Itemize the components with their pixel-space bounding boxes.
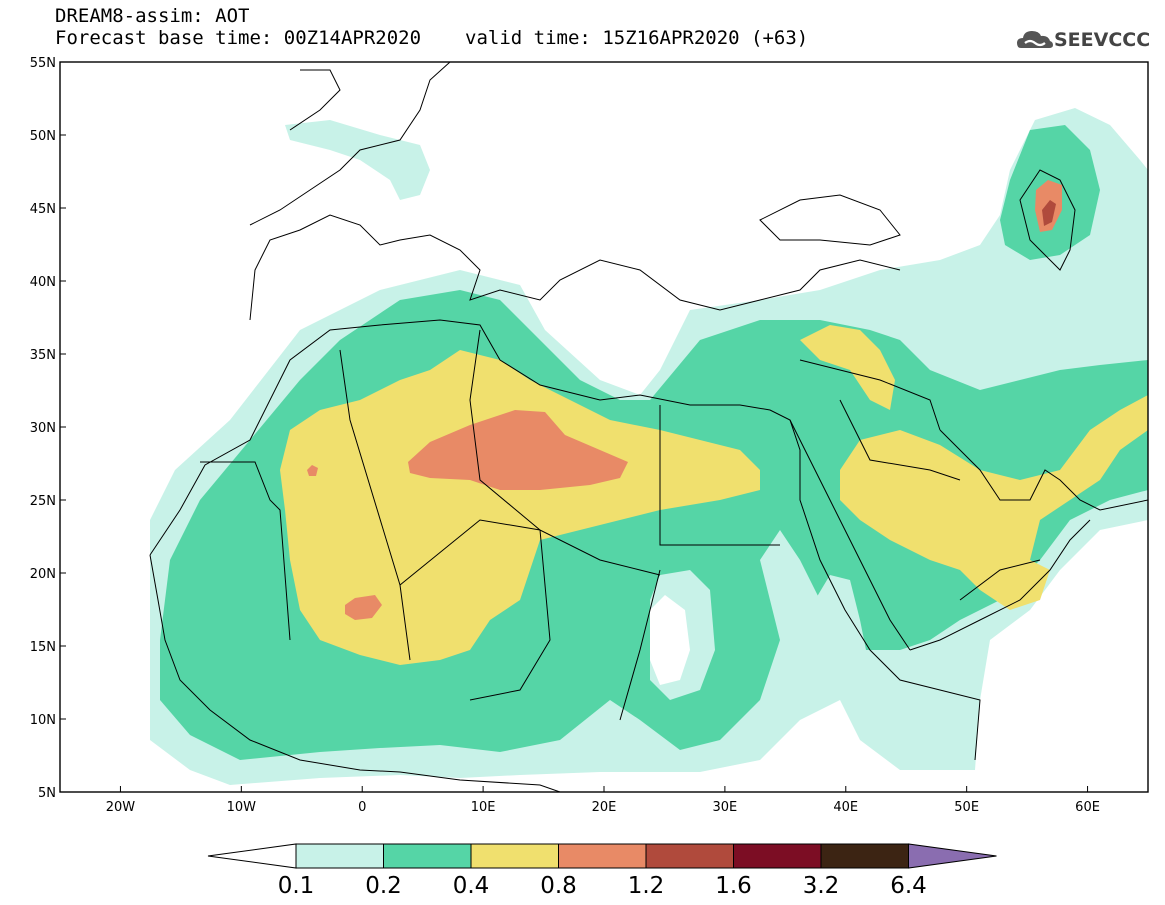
coastlines <box>149 62 1148 792</box>
lat-tick-label: 10N <box>30 713 56 728</box>
colorbar-label: 0.8 <box>540 873 577 899</box>
colorbar: 0.1 0.2 0.4 0.8 1.2 1.6 3.2 6.4 <box>207 843 997 899</box>
colorbar-swatch <box>820 843 909 869</box>
lon-tick-label: 20E <box>592 800 617 815</box>
aot-level-0.8-morocco <box>307 465 318 476</box>
lat-tick-label: 45N <box>30 202 56 217</box>
lon-tick-label: 50E <box>954 800 979 815</box>
colorbar-label: 1.2 <box>628 873 665 899</box>
lat-tick-label: 55N <box>30 56 56 71</box>
coastline-arabia-south <box>909 519 1091 651</box>
lat-tick-label: 5N <box>38 786 56 801</box>
lon-tick-label: 10E <box>471 800 496 815</box>
coastline-europe <box>249 214 901 321</box>
colorbar-swatch <box>558 843 647 869</box>
aot-gap-east-africa-inner <box>650 595 690 685</box>
aot-gap-red-sea <box>815 575 870 700</box>
lat-tick-label: 20N <box>30 567 56 582</box>
lat-tick-label: 30N <box>30 421 56 436</box>
coastline-north-africa <box>149 319 981 761</box>
lon-tick-label: 40E <box>833 800 858 815</box>
aot-level-1.2-caspian <box>1042 200 1056 226</box>
colorbar-swatch <box>383 843 472 869</box>
coastline-gulf <box>939 429 1148 511</box>
base-time: Forecast base time: 00Z14APR2020 <box>55 27 422 49</box>
aot-field <box>150 108 1148 785</box>
lat-tick-label: 25N <box>30 494 56 509</box>
lon-tick-label: 30E <box>713 800 738 815</box>
latitude-axis: 55N 50N 45N 40N 35N 30N 25N 20N 15N 10N 5N <box>30 56 66 801</box>
lon-tick-label: 20W <box>106 800 136 815</box>
colorbar-swatch <box>470 843 559 869</box>
colorbar-under-arrow <box>207 843 297 869</box>
colorbar-swatch <box>733 843 822 869</box>
lon-tick-label: 10W <box>227 800 257 815</box>
forecast-times: Forecast base time: 00Z14APR2020 valid ti… <box>55 28 808 48</box>
logo-text: SEEVCCC <box>1054 29 1151 51</box>
colorbar-swatch <box>645 843 734 869</box>
aot-level-0.4-arabia <box>840 395 1148 610</box>
borders-africa <box>200 329 780 721</box>
aot-level-0.4-levant <box>800 325 895 410</box>
lon-tick-label: 0 <box>358 800 366 815</box>
lat-tick-label: 15N <box>30 640 56 655</box>
colorbar-over-arrow <box>908 843 997 869</box>
colorbar-label: 3.2 <box>803 873 840 899</box>
lat-tick-label: 35N <box>30 348 56 363</box>
colorbar-swatch <box>295 843 384 869</box>
aot-level-0.1-europe <box>285 120 430 200</box>
coastline-france-uk <box>249 62 451 226</box>
coastline-black-sea <box>759 194 901 246</box>
cloud-icon <box>1017 31 1053 48</box>
coastline-caspian <box>1019 169 1076 271</box>
chart-title: DREAM8-assim: AOT <box>55 5 250 27</box>
colorbar-label: 1.6 <box>715 873 752 899</box>
aot-level-0.8-mali <box>345 595 382 620</box>
lon-tick-label: 60E <box>1075 800 1100 815</box>
colorbar-label: 6.4 <box>890 873 927 899</box>
colorbar-label: 0.4 <box>453 873 490 899</box>
valid-time: valid time: 15Z16APR2020 (+63) <box>465 27 809 49</box>
lat-tick-label: 40N <box>30 275 56 290</box>
coastline-red-sea <box>789 419 911 651</box>
borders-middle-east <box>799 359 1041 601</box>
longitude-axis: 20W 10W 0 10E 20E 30E 40E 50E 60E <box>106 786 1100 815</box>
lat-tick-label: 50N <box>30 129 56 144</box>
colorbar-label: 0.2 <box>365 873 402 899</box>
coastline-west-africa <box>149 554 561 792</box>
aot-level-0.8-algeria-libya <box>408 410 628 490</box>
colorbar-label: 0.1 <box>278 873 315 899</box>
